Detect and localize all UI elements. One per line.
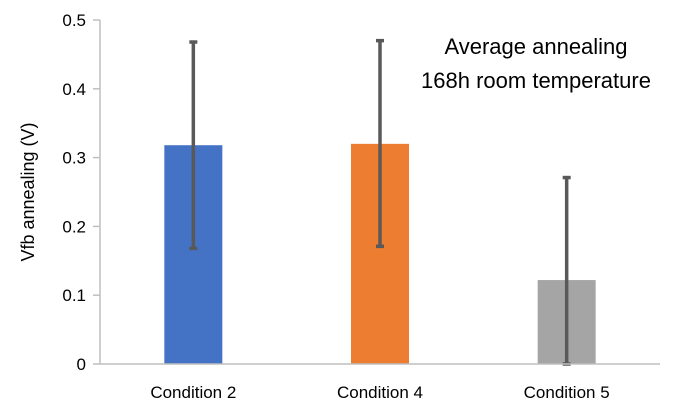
y-tick-label: 0.5 [62, 11, 86, 30]
y-tick-label: 0 [77, 355, 86, 374]
error-bars [189, 38, 571, 366]
y-axis-ticks: 0 0.1 0.2 0.3 0.4 0.5 [62, 11, 100, 374]
y-tick-label: 0.4 [62, 80, 86, 99]
annotation-line-2: 168h room temperature [421, 68, 651, 93]
y-axis-title: Vfb annealing (V) [18, 122, 38, 261]
x-tick-label: Condition 5 [524, 383, 610, 402]
x-tick-label: Condition 2 [150, 383, 236, 402]
y-tick-label: 0.1 [62, 286, 86, 305]
x-tick-label: Condition 4 [337, 383, 423, 402]
y-tick-label: 0.2 [62, 217, 86, 236]
annotation-line-1: Average annealing [444, 34, 627, 59]
x-axis-ticks: Condition 2 Condition 4 Condition 5 [150, 383, 609, 402]
y-tick-label: 0.3 [62, 149, 86, 168]
